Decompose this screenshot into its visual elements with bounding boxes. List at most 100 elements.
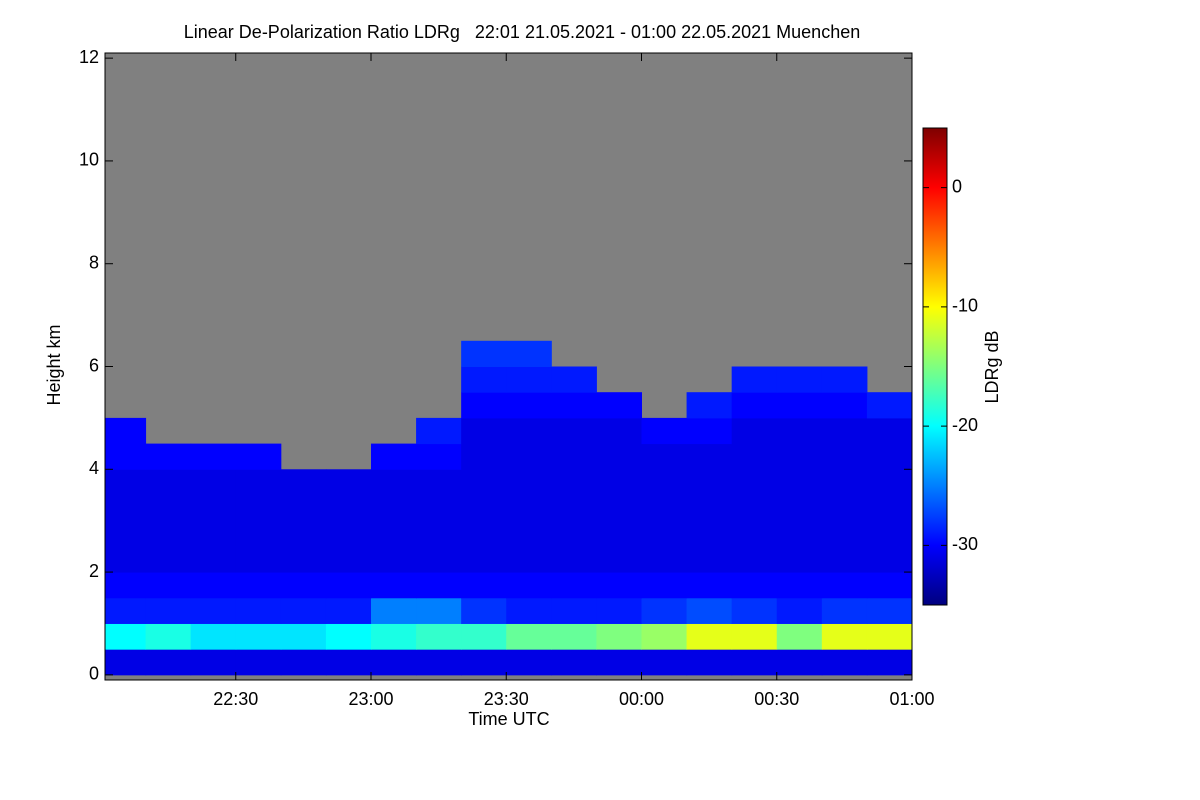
heatmap-cell [280, 469, 327, 496]
heatmap-cell [190, 623, 237, 650]
heatmap-cell [551, 392, 597, 419]
heatmap-cell [866, 649, 912, 676]
y-tick-label: 4 [89, 458, 99, 478]
heatmap-cell [641, 494, 688, 522]
heatmap-cell [235, 520, 282, 547]
heatmap-cell [105, 443, 147, 470]
heatmap-cell [461, 623, 507, 650]
heatmap-cell [105, 597, 147, 624]
heatmap-cell [686, 597, 733, 624]
colorbar-tick-label: 0 [952, 176, 962, 196]
heatmap-cell [776, 494, 823, 522]
heatmap-cell [461, 392, 507, 419]
heatmap-cell [506, 417, 552, 445]
x-tick-label: 00:30 [754, 689, 799, 709]
heatmap-cell [731, 443, 778, 470]
heatmap-cell [551, 623, 597, 650]
heatmap-cell [686, 520, 733, 547]
y-axis-label: Height km [44, 324, 64, 405]
y-tick-label: 6 [89, 355, 99, 375]
heatmap-cell [105, 572, 147, 599]
heatmap-cell [731, 649, 778, 676]
heatmap-cell [461, 520, 507, 547]
heatmap-cell [731, 417, 778, 445]
colorbar-label: LDRg dB [982, 330, 1002, 403]
heatmap-cell [145, 469, 192, 496]
heatmap-cell [731, 494, 778, 522]
heatmap-cell [686, 417, 733, 445]
heatmap-cell [866, 520, 912, 547]
heatmap-cell [641, 417, 688, 445]
heatmap-cell [190, 546, 237, 573]
heatmap-cell [821, 366, 868, 393]
heatmap-cell [866, 443, 912, 470]
heatmap-cell [821, 572, 868, 599]
heatmap-cell [280, 546, 327, 573]
heatmap-cell [190, 469, 237, 496]
heatmap-cell [776, 649, 823, 676]
heatmap-cell [105, 417, 147, 445]
heatmap-cell [641, 520, 688, 547]
heatmap-cell [190, 649, 237, 676]
heatmap-cell [866, 417, 912, 445]
heatmap-cell [821, 417, 868, 445]
heatmap-cell [686, 469, 733, 496]
heatmap-cell [235, 572, 282, 599]
heatmap-cell [686, 623, 733, 650]
heatmap-cell [325, 572, 372, 599]
heatmap-cell [821, 649, 868, 676]
heatmap-cell [551, 366, 597, 393]
heatmap-cell [776, 546, 823, 573]
heatmap-cell [551, 443, 597, 470]
heatmap-cell [821, 546, 868, 573]
heatmap-cell [551, 520, 597, 547]
y-tick-label: 2 [89, 561, 99, 581]
heatmap-cell [235, 494, 282, 522]
x-axis-label: Time UTC [468, 709, 549, 729]
heatmap-cell [105, 520, 147, 547]
heatmap-cell [280, 623, 327, 650]
heatmap-cell [596, 392, 642, 419]
heatmap-cell [325, 597, 372, 624]
heatmap-cell [461, 340, 507, 367]
heatmap-cell [370, 494, 417, 522]
heatmap-cell [235, 597, 282, 624]
heatmap-cell [866, 597, 912, 624]
heatmap-cell [686, 494, 733, 522]
heatmap-cell [641, 443, 688, 470]
heatmap-cell [280, 520, 327, 547]
x-tick-label: 01:00 [889, 689, 934, 709]
x-tick-label: 23:00 [348, 689, 393, 709]
heatmap-cell [370, 469, 417, 496]
heatmap-cell [370, 443, 417, 470]
heatmap-cell [370, 546, 417, 573]
heatmap-cell [506, 443, 552, 470]
heatmap-cell [235, 649, 282, 676]
heatmap-cell [551, 417, 597, 445]
heatmap-cell [416, 649, 462, 676]
heatmap-cell [145, 623, 192, 650]
heatmap-cell [506, 340, 552, 367]
heatmap-cell [416, 520, 462, 547]
heatmap-cell [325, 623, 372, 650]
heatmap-cell [641, 649, 688, 676]
heatmap-cell [506, 366, 552, 393]
heatmap-cell [731, 469, 778, 496]
heatmap-cell [731, 597, 778, 624]
heatmap-cell [596, 623, 642, 650]
heatmap-cell [416, 572, 462, 599]
heatmap-cell [416, 546, 462, 573]
heatmap-cell [370, 623, 417, 650]
y-tick-label: 8 [89, 252, 99, 272]
heatmap-cell [461, 417, 507, 445]
heatmap-cell [416, 597, 462, 624]
heatmap-cell [190, 443, 237, 470]
heatmap-cell [506, 649, 552, 676]
heatmap-cell [325, 546, 372, 573]
heatmap-cell [686, 649, 733, 676]
heatmap-cell [776, 623, 823, 650]
heatmap-cell [461, 597, 507, 624]
heatmap-cell [506, 546, 552, 573]
heatmap-cell [235, 623, 282, 650]
